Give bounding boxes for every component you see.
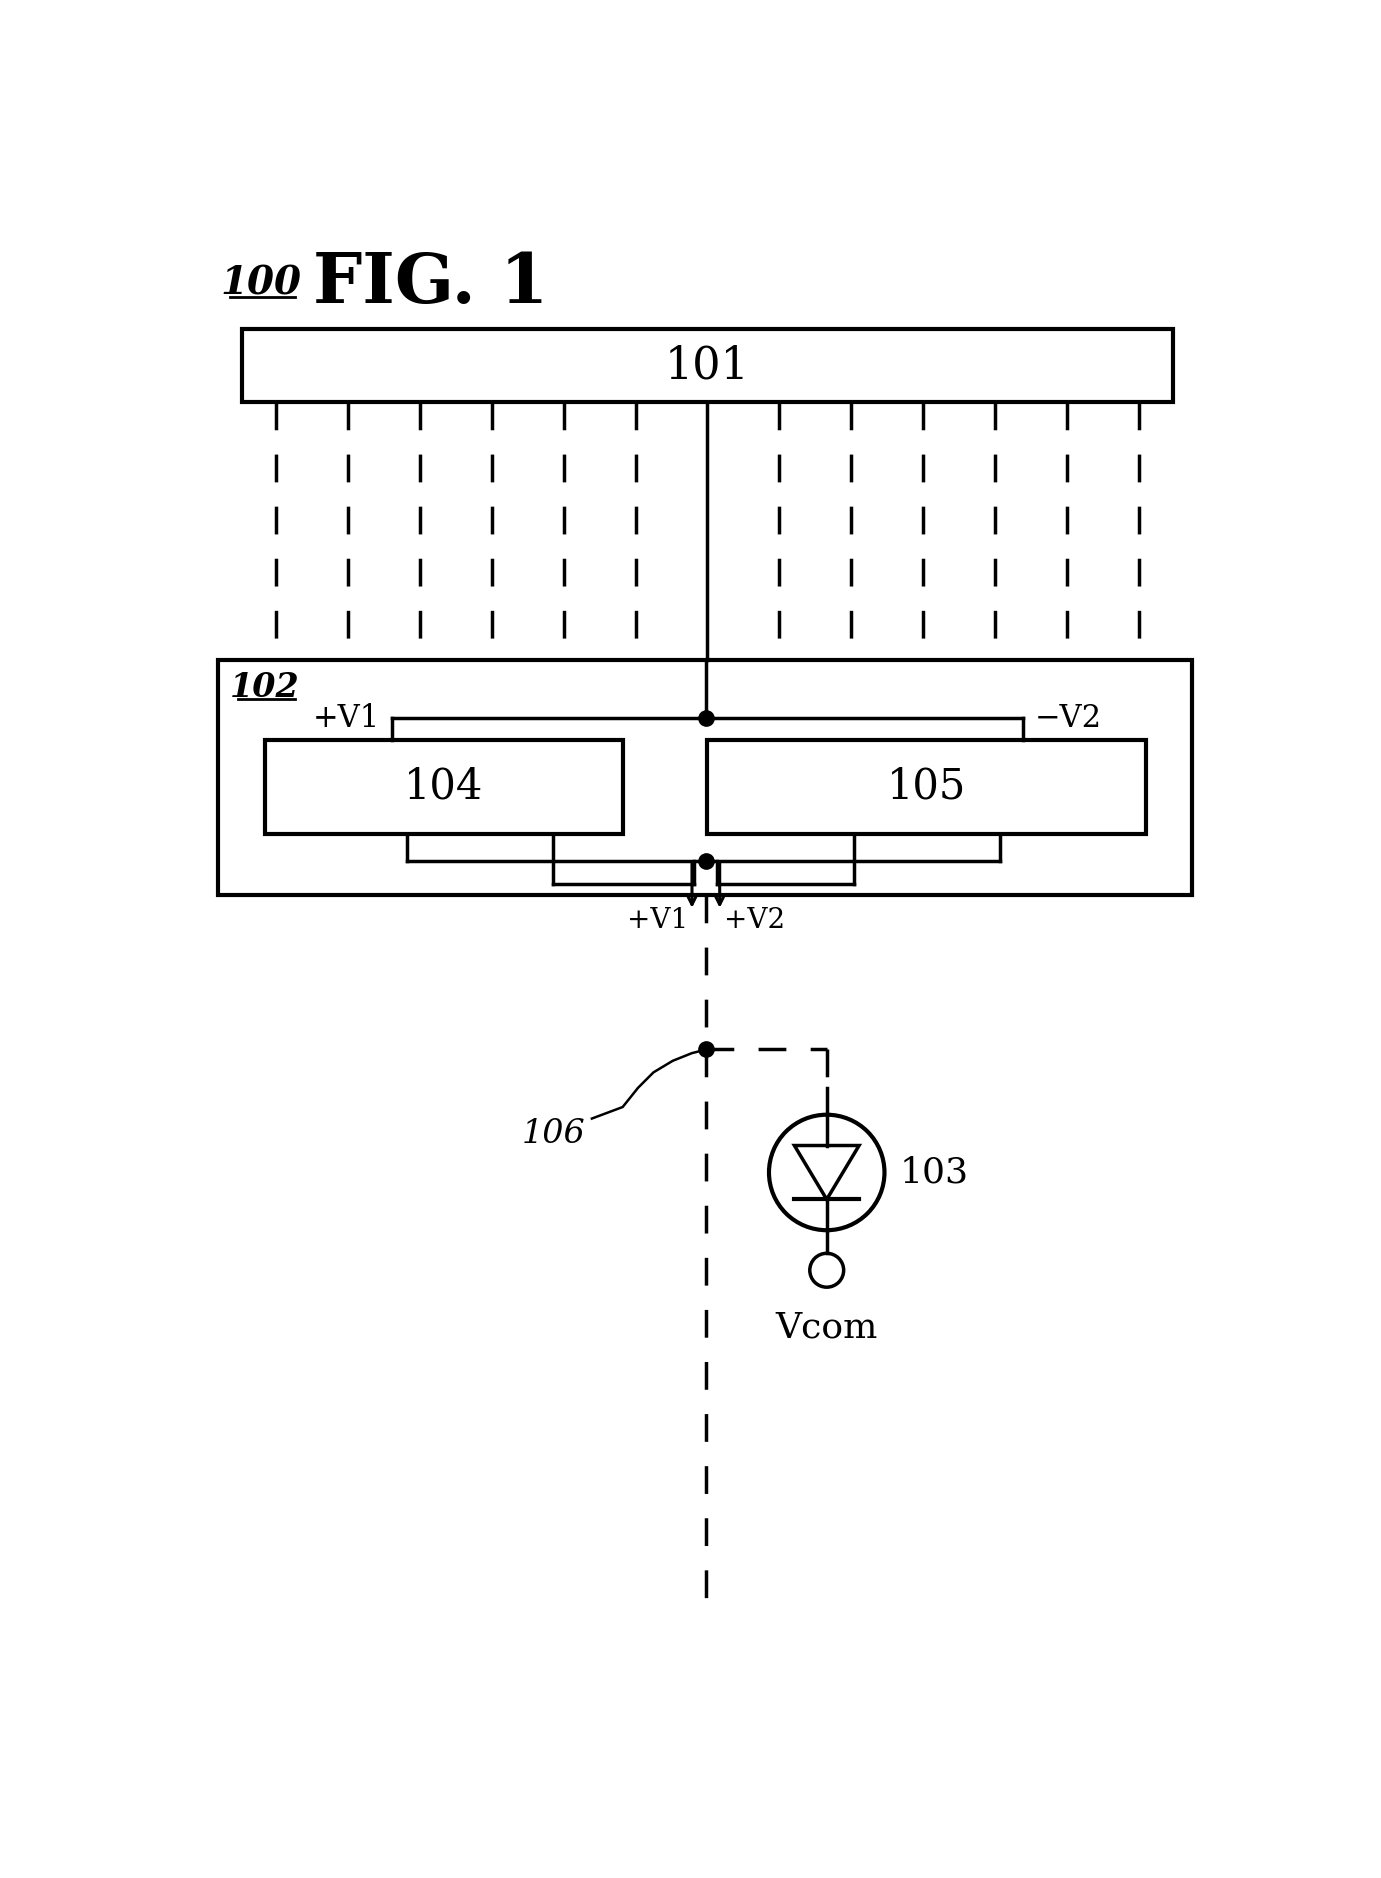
Text: Vcom: Vcom xyxy=(776,1311,878,1345)
Text: −V2: −V2 xyxy=(1034,702,1102,734)
Text: 102: 102 xyxy=(229,670,300,704)
Text: +V1: +V1 xyxy=(313,702,380,734)
Bar xyxy=(242,329,1174,402)
Text: 106: 106 xyxy=(522,1117,586,1149)
Text: 105: 105 xyxy=(887,766,967,808)
Text: FIG. 1: FIG. 1 xyxy=(312,250,548,317)
Bar xyxy=(707,740,1146,834)
Text: 100: 100 xyxy=(221,265,301,302)
Text: 104: 104 xyxy=(405,766,483,808)
Text: 103: 103 xyxy=(900,1155,969,1189)
Bar xyxy=(265,740,623,834)
Text: +V2: +V2 xyxy=(724,907,784,933)
Text: 101: 101 xyxy=(664,344,750,387)
Text: +V1: +V1 xyxy=(627,907,688,933)
Bar xyxy=(218,661,1192,896)
